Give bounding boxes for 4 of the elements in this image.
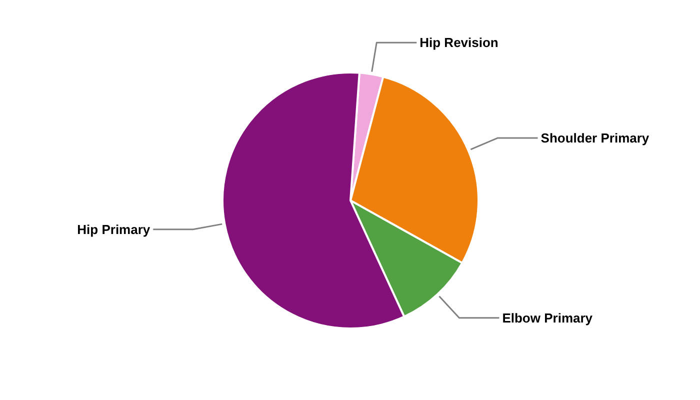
slice-label: Elbow Primary bbox=[502, 310, 594, 326]
slice-label: Hip Primary bbox=[77, 222, 151, 237]
slice-label: Shoulder Primary bbox=[540, 130, 650, 146]
slice-label: Hip Revision bbox=[420, 35, 498, 50]
